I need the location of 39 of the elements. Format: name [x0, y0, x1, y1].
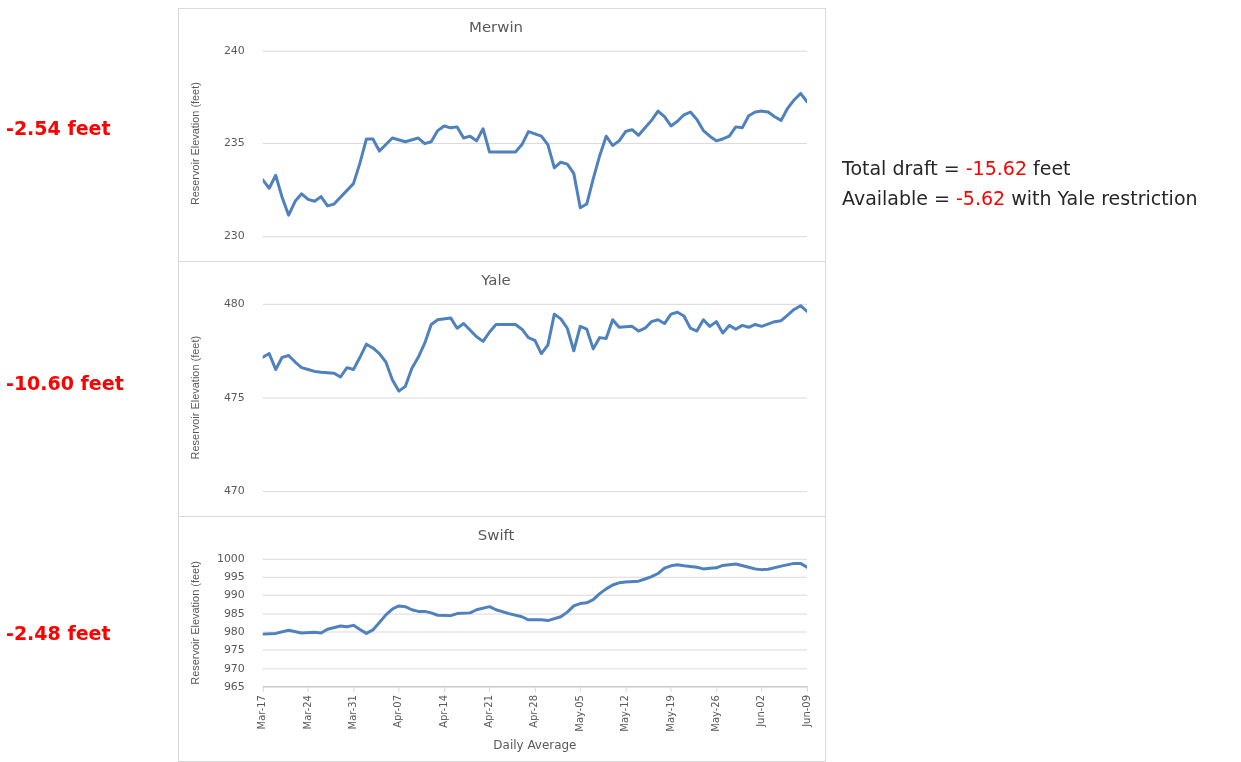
text: -2.54 feet: [6, 117, 111, 139]
y-tick-label: 1000: [216, 551, 245, 565]
y-axis-title: Reservoir Elevation (feet): [188, 82, 201, 206]
x-tick-label: Apr-28: [528, 695, 540, 728]
y-tick-label: 980: [223, 624, 245, 638]
text: Available = -5.62 with Yale restriction: [842, 187, 1198, 209]
y-tick-label: 475: [223, 390, 245, 404]
x-tick-label: May-12: [619, 695, 631, 732]
x-tick-label: Apr-14: [437, 695, 449, 728]
x-tick-label: Mar-31: [347, 695, 359, 730]
y-tick-label: 235: [223, 136, 245, 150]
y-tick-label: 965: [223, 679, 245, 693]
text: -2.48 feet: [6, 622, 111, 644]
x-tick-label: May-19: [664, 695, 676, 732]
y-tick-label: 995: [223, 570, 245, 583]
x-tick-label: May-26: [709, 695, 721, 732]
x-axis-title: Daily Average: [493, 737, 577, 752]
chart-title: Yale: [480, 270, 511, 289]
y-tick-label: 230: [223, 229, 245, 243]
text: -10.60 feet: [6, 372, 124, 394]
text: Total draft = -15.62 feet: [842, 157, 1071, 179]
y-axis-title: Reservoir Elevation (feet): [188, 561, 201, 685]
y-tick-label: 470: [223, 484, 245, 498]
x-tick-label: Mar-24: [301, 695, 313, 730]
x-tick-label: Mar-17: [256, 695, 268, 730]
y-tick-label: 480: [223, 296, 245, 310]
y-tick-label: 975: [223, 643, 245, 657]
y-tick-label: 990: [223, 588, 245, 602]
y-axis-title: Reservoir Elevation (feet): [188, 335, 201, 460]
y-tick-label: 240: [223, 43, 245, 57]
x-tick-label: Apr-21: [483, 695, 495, 728]
chart-title: Merwin: [468, 17, 524, 36]
x-tick-label: Jun-09: [800, 695, 812, 728]
y-tick-label: 985: [223, 606, 245, 620]
chart-title: Swift: [477, 525, 515, 544]
y-tick-label: 970: [223, 661, 245, 675]
x-tick-label: Jun-02: [755, 695, 767, 728]
x-tick-label: Apr-07: [392, 695, 404, 728]
x-tick-label: May-05: [573, 695, 585, 732]
